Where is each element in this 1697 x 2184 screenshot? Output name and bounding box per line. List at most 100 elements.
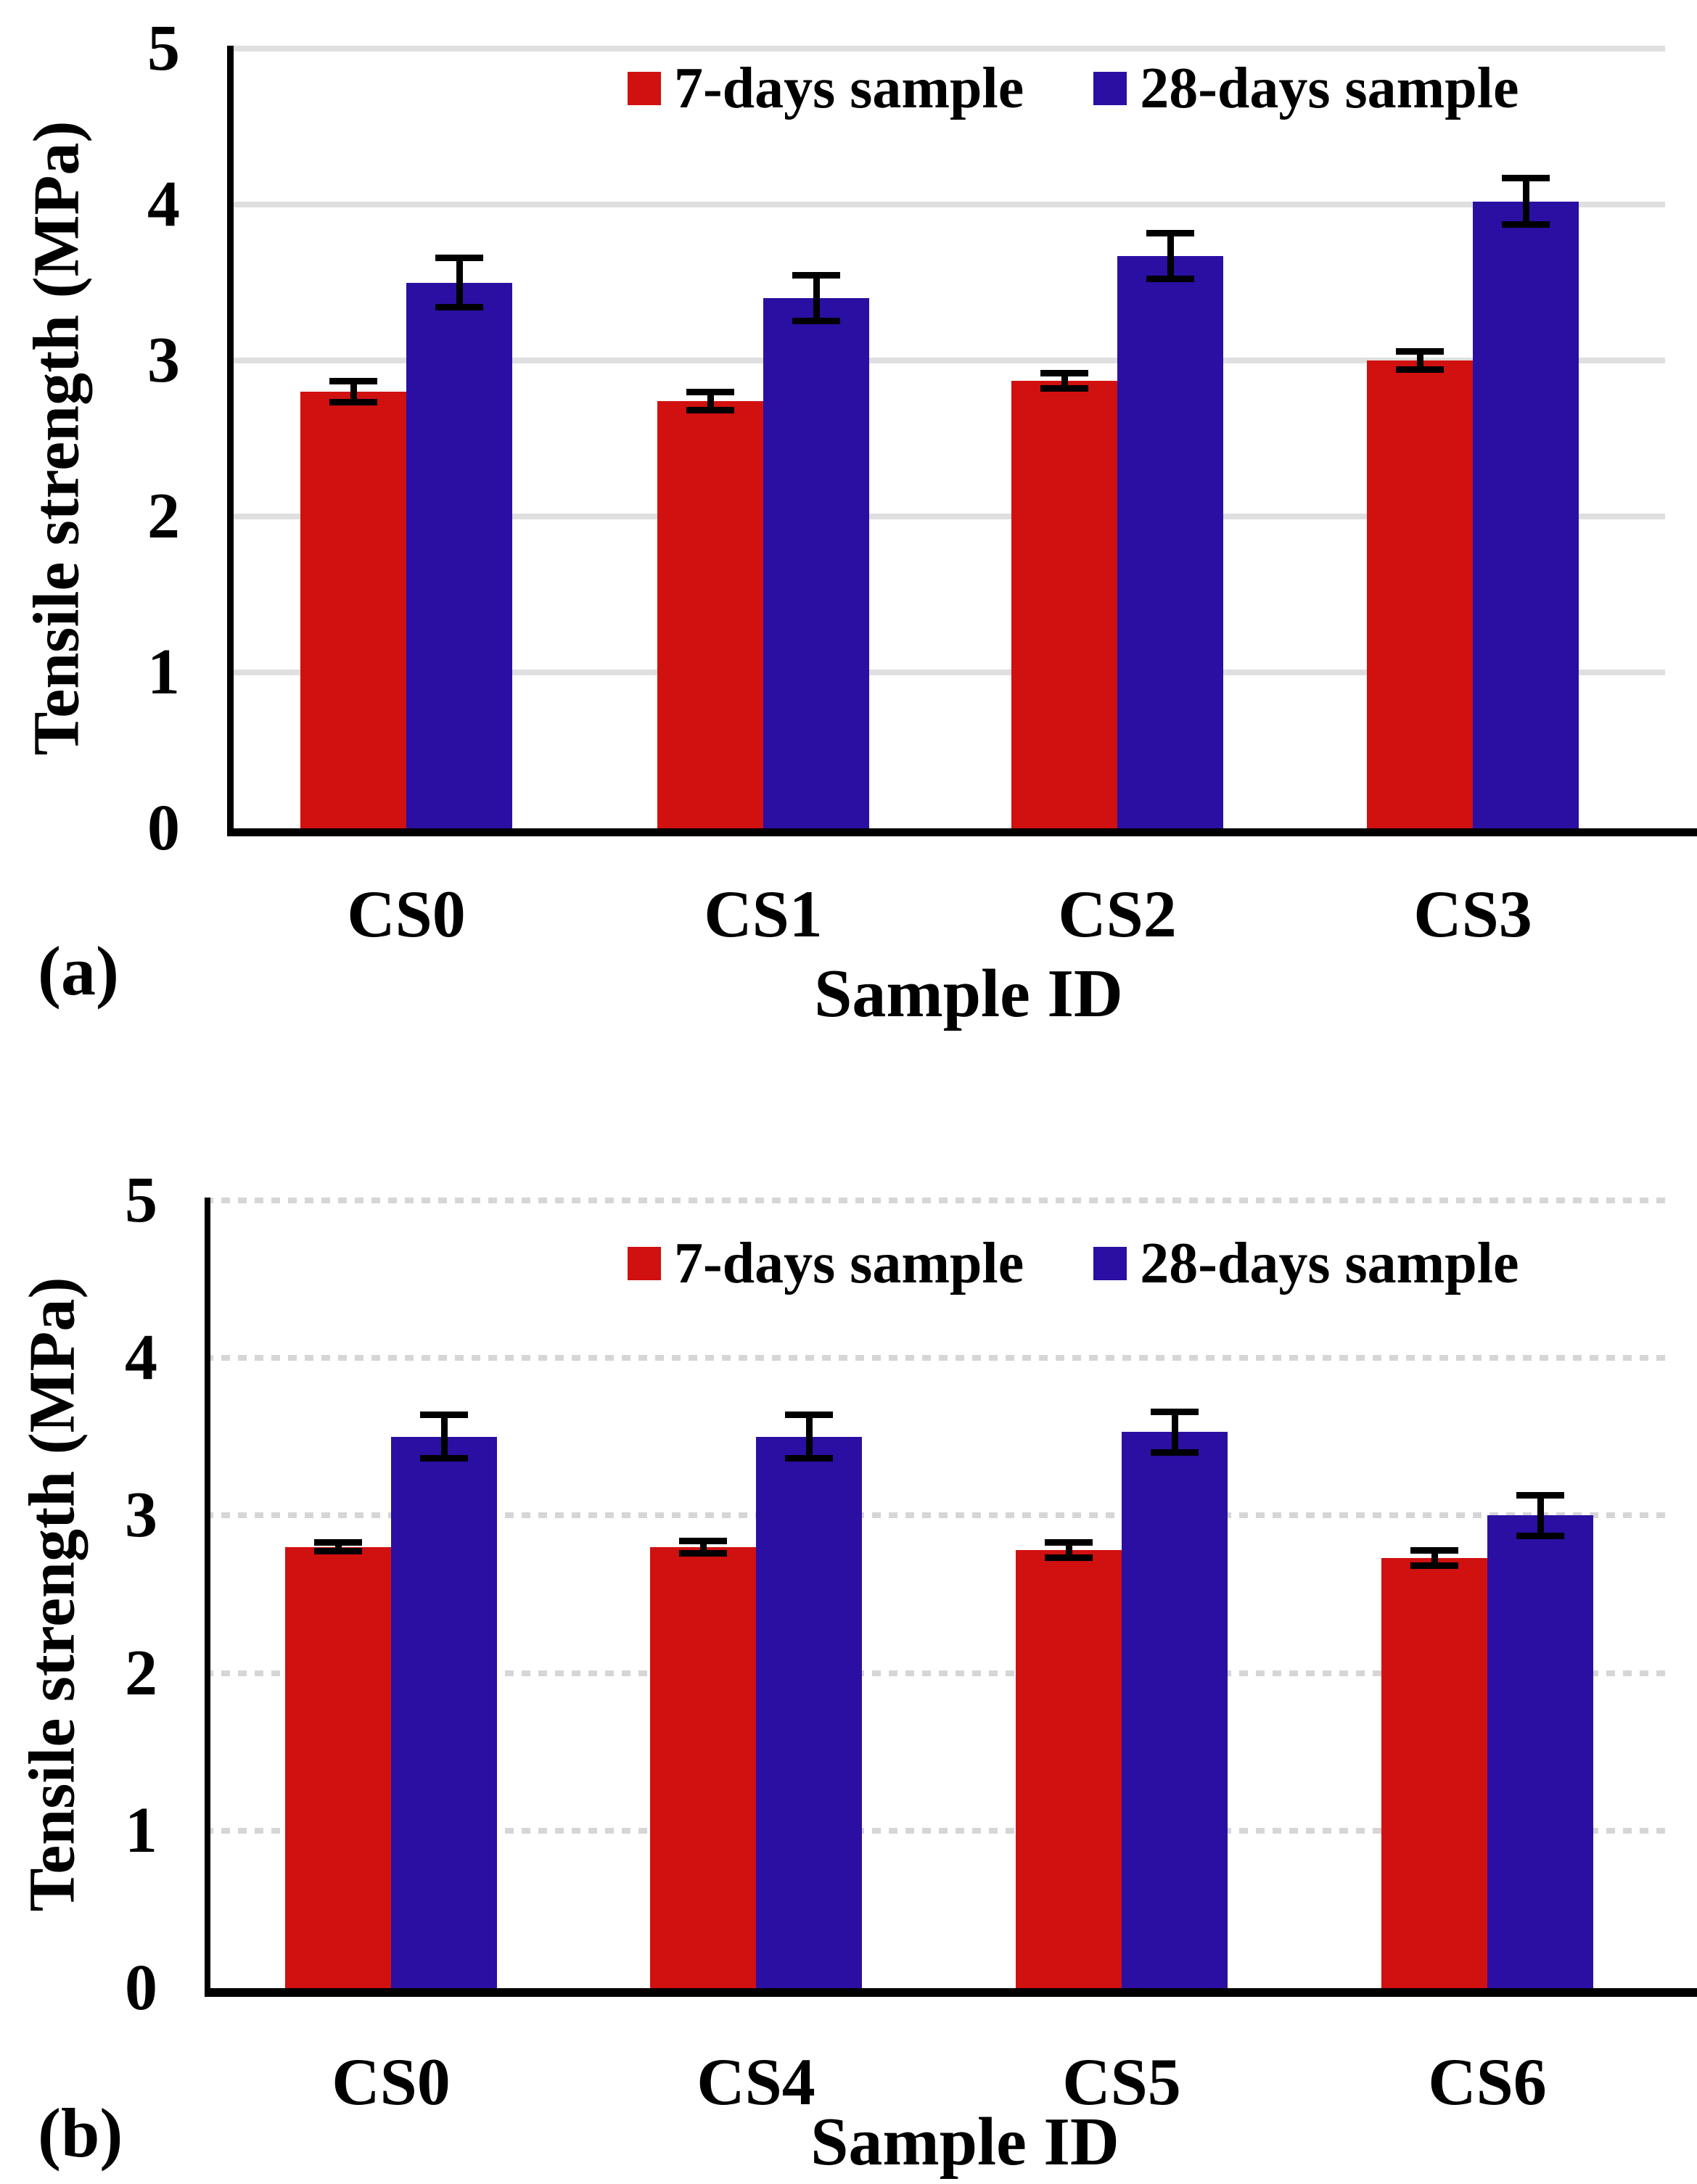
x-tick-label-CS5: CS5 (1062, 2045, 1181, 2119)
y-tick-label-0: 0 (125, 1952, 157, 2024)
error-bar-cap-top (1396, 348, 1444, 355)
error-bar-CS2 (1167, 232, 1174, 280)
error-bar-cap-bottom (686, 406, 734, 413)
y-tick-label-5: 5 (125, 1164, 157, 1236)
legend-b: 7-days sample 28-days sample (628, 1229, 1519, 1298)
x-tick-label-CS2: CS2 (1058, 877, 1177, 951)
error-bar-cap-bottom (1045, 1554, 1093, 1562)
error-bar-cap-bottom (1151, 1449, 1199, 1456)
error-bar-cap-bottom (792, 318, 840, 325)
y-tick-label-0: 0 (147, 792, 180, 864)
legend-swatch-28days-icon (1093, 1247, 1127, 1280)
bar-7days-CS3 (1367, 360, 1473, 828)
error-bar-cap-top (686, 389, 734, 395)
bar-7days-CS6 (1381, 1558, 1487, 1988)
y-tick-label-1: 1 (147, 636, 180, 708)
x-tick-label-CS6: CS6 (1428, 2045, 1547, 2119)
error-bar-cap-top (420, 1412, 468, 1419)
error-bar-cap-top (1410, 1547, 1458, 1554)
legend-swatch-7days-icon (628, 1247, 661, 1280)
legend-label-28days: 28-days sample (1140, 57, 1519, 120)
gridline-y4 (227, 202, 1665, 207)
error-bar-cap-top (1045, 1539, 1093, 1546)
x-axis-title-b: Sample ID (810, 2104, 1119, 2180)
bar-28days-CS0 (406, 282, 512, 828)
error-bar-cap-top (1040, 370, 1088, 377)
x-tick-label-CS3: CS3 (1413, 877, 1532, 951)
x-tick-label-CS0: CS0 (332, 2045, 451, 2119)
y-tick-label-3: 3 (147, 324, 180, 396)
y-tick-label-2: 2 (147, 480, 180, 552)
error-bar-cap-top (1151, 1409, 1199, 1416)
error-bar-cap-top (785, 1412, 833, 1419)
error-bar-cap-bottom (1146, 276, 1194, 283)
x-tick-label-CS4: CS4 (697, 2045, 815, 2119)
gridline-y2 (205, 1670, 1669, 1676)
legend-a: 7-days sample 28-days sample (628, 54, 1519, 123)
error-bar-cap-top (1502, 175, 1550, 182)
gridline-y2 (227, 514, 1665, 519)
bar-28days-CS4 (756, 1436, 862, 1988)
y-tick-label-1: 1 (125, 1794, 157, 1866)
error-bar-cap-bottom (329, 399, 377, 406)
error-bar-cap-bottom (314, 1548, 362, 1555)
error-bar-cap-bottom (1502, 221, 1550, 228)
panel-letter-a: (a) (38, 932, 119, 1010)
error-bar-cap-top (792, 271, 840, 279)
y-tick-label-2: 2 (125, 1636, 157, 1709)
error-bar-CS5 (1172, 1412, 1178, 1453)
error-bar-cap-top (1146, 229, 1194, 236)
x-tick-label-CS1: CS1 (704, 877, 823, 951)
gridline-y3 (227, 358, 1665, 363)
bar-28days-CS0 (391, 1436, 497, 1988)
bar-7days-CS2 (1011, 380, 1117, 828)
legend-swatch-7days-icon (628, 72, 661, 105)
error-bar-CS1 (813, 274, 820, 322)
error-bar-CS0 (456, 257, 463, 308)
error-bar-CS0 (350, 380, 357, 403)
legend-item-28days: 28-days sample (1093, 54, 1519, 123)
y-tick-label-3: 3 (125, 1479, 157, 1552)
error-bar-cap-top (435, 255, 483, 262)
bar-28days-CS1 (763, 298, 869, 828)
y-axis-line (227, 46, 234, 828)
error-bar-CS3 (1417, 351, 1423, 370)
error-bar-cap-bottom (1396, 366, 1444, 373)
legend-item-28days: 28-days sample (1093, 1229, 1519, 1298)
gridline-y3 (205, 1512, 1669, 1519)
error-bar-cap-bottom (785, 1455, 833, 1462)
y-tick-label-4: 4 (147, 168, 180, 240)
error-bar-CS1 (707, 392, 714, 411)
error-bar-cap-bottom (435, 303, 483, 310)
bar-28days-CS5 (1122, 1432, 1228, 1988)
error-bar-CS4 (806, 1414, 813, 1459)
x-axis-line (205, 1988, 1697, 1997)
error-bar-cap-bottom (1516, 1532, 1564, 1539)
legend-item-7days: 7-days sample (628, 54, 1024, 123)
y-tick-label-4: 4 (125, 1322, 157, 1394)
x-axis-title-a: Sample ID (814, 956, 1123, 1031)
legend-label-7days: 7-days sample (674, 1232, 1024, 1295)
bar-28days-CS6 (1487, 1515, 1593, 1988)
bar-7days-CS5 (1016, 1550, 1122, 1988)
gridline-y1 (227, 669, 1665, 675)
legend-swatch-28days-icon (1093, 72, 1127, 105)
bar-7days-CS4 (650, 1546, 756, 1988)
error-bar-CS5 (1066, 1542, 1072, 1559)
error-bar-cap-bottom (420, 1455, 468, 1462)
bar-7days-CS1 (657, 400, 763, 828)
bar-28days-CS2 (1117, 255, 1223, 828)
error-bar-cap-bottom (1040, 384, 1088, 392)
gridline-y5 (227, 46, 1665, 51)
error-bar-CS0 (441, 1414, 448, 1459)
panel-letter-b: (b) (38, 2094, 123, 2172)
error-bar-cap-bottom (679, 1549, 727, 1557)
x-tick-label-CS0: CS0 (347, 877, 466, 951)
bar-7days-CS0 (285, 1546, 391, 1988)
x-axis-line (227, 828, 1697, 836)
error-bar-CS2 (1061, 373, 1068, 389)
gridline-y4 (205, 1355, 1669, 1361)
bar-7days-CS0 (300, 392, 406, 828)
error-bar-CS6 (1537, 1495, 1544, 1536)
